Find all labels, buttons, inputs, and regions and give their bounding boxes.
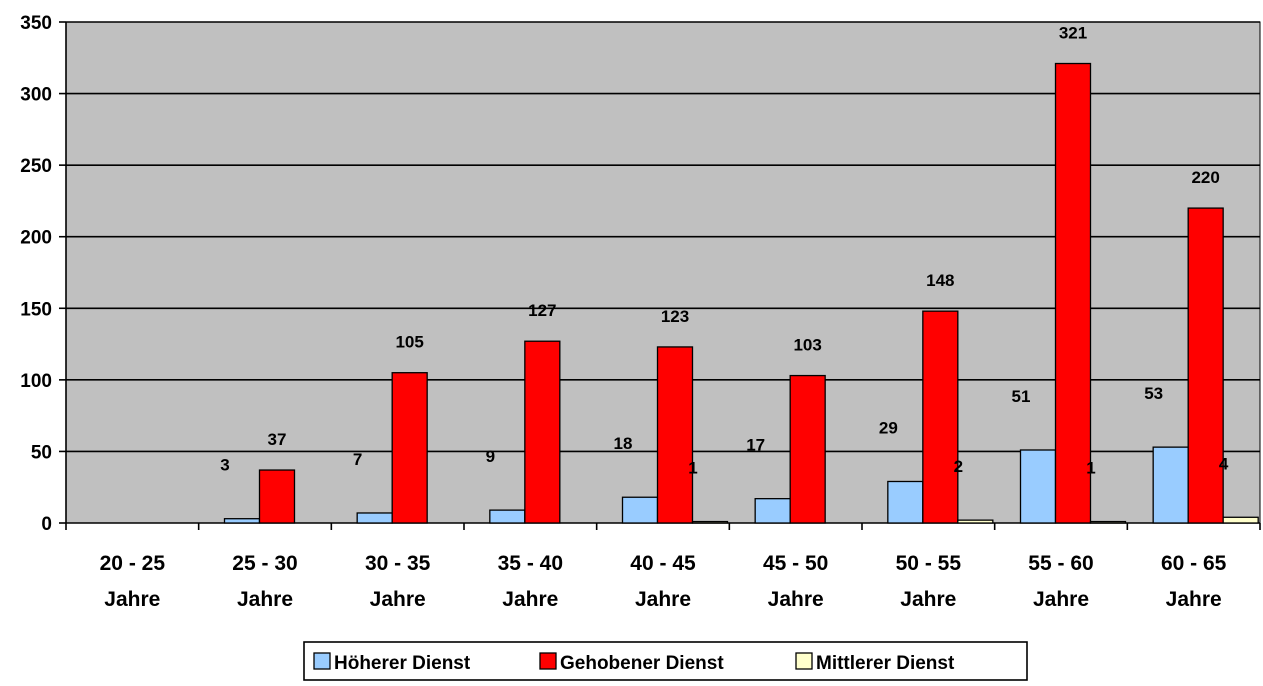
legend-label: Mittlerer Dienst	[816, 653, 955, 674]
bar	[656, 346, 694, 524]
bar	[887, 480, 924, 524]
bar	[223, 518, 261, 524]
x-tick-label: Jahre	[1033, 588, 1089, 611]
bar	[258, 469, 296, 524]
data-label: 103	[793, 336, 821, 355]
data-label: 7	[353, 450, 362, 469]
bar	[789, 374, 826, 524]
bar	[1187, 207, 1224, 524]
data-label: 9	[486, 447, 495, 466]
x-tick-label: Jahre	[370, 588, 426, 611]
x-tick-label: Jahre	[635, 588, 691, 611]
legend-swatch	[795, 652, 813, 670]
y-tick-label: 350	[20, 13, 52, 34]
x-tick-label: 35 - 40	[498, 552, 563, 575]
data-label: 123	[661, 307, 689, 326]
data-label: 51	[1012, 387, 1031, 406]
data-label: 2	[954, 457, 963, 476]
data-label: 220	[1191, 168, 1219, 187]
bar	[754, 498, 791, 524]
y-axis: 0 50 100 150 200 250 300 350	[20, 13, 67, 535]
bar	[691, 520, 729, 524]
x-tick-label: 45 - 50	[763, 552, 828, 575]
bar	[1089, 520, 1127, 524]
data-label: 29	[879, 418, 898, 437]
bar	[524, 340, 561, 524]
y-tick-label: 150	[20, 299, 52, 320]
legend-label: Gehobener Dienst	[560, 653, 724, 674]
x-tick-label: 40 - 45	[630, 552, 696, 575]
data-label: 53	[1144, 384, 1163, 403]
y-tick-label: 100	[20, 371, 52, 392]
bar	[489, 509, 526, 524]
x-tick-label: 20 - 25	[100, 552, 166, 575]
y-tick-label: 200	[20, 228, 52, 249]
y-tick-label: 50	[31, 442, 52, 463]
bars	[223, 62, 1259, 524]
bar	[356, 512, 393, 524]
x-tick-label: 55 - 60	[1028, 552, 1093, 575]
x-tick-label: 50 - 55	[896, 552, 962, 575]
bar	[1222, 516, 1259, 524]
y-tick-label: 0	[41, 514, 52, 535]
x-tick-label: 25 - 30	[232, 552, 297, 575]
data-label: 1	[1086, 459, 1095, 478]
bar	[1054, 62, 1092, 524]
y-tick-label: 300	[20, 85, 52, 106]
legend-swatch	[539, 652, 557, 670]
bar	[922, 310, 959, 524]
data-label: 4	[1219, 454, 1229, 473]
x-tick-label: Jahre	[768, 588, 824, 611]
data-label: 37	[268, 430, 287, 449]
data-label: 1	[688, 459, 697, 478]
bar	[1152, 446, 1189, 524]
legend-label: Höherer Dienst	[334, 653, 471, 674]
x-tick-label: Jahre	[502, 588, 558, 611]
data-label: 127	[528, 301, 556, 320]
data-label: 3	[220, 456, 229, 475]
x-axis: 20 - 25 Jahre 25 - 30 Jahre 30 - 35 Jahre 35 -…	[65, 522, 1261, 611]
data-label: 18	[614, 434, 633, 453]
x-tick-label: 30 - 35	[365, 552, 431, 575]
bar	[621, 496, 659, 524]
x-tick-label: Jahre	[900, 588, 956, 611]
x-tick-label: Jahre	[237, 588, 293, 611]
legend-box	[303, 641, 1028, 681]
y-tick-label: 250	[20, 156, 52, 177]
x-tick-label: Jahre	[104, 588, 160, 611]
data-label: 148	[926, 271, 954, 290]
legend: Höherer Dienst Gehobener Dienst Mittlerer …	[303, 641, 1028, 681]
data-label: 105	[395, 333, 423, 352]
bar	[957, 519, 994, 524]
data-label: 321	[1059, 24, 1087, 43]
x-tick-label: Jahre	[1166, 588, 1222, 611]
legend-swatch	[313, 652, 331, 670]
x-tick-label: 60 - 65	[1161, 552, 1227, 575]
bar	[391, 372, 428, 524]
bar	[1019, 449, 1057, 524]
data-label: 17	[746, 436, 765, 455]
